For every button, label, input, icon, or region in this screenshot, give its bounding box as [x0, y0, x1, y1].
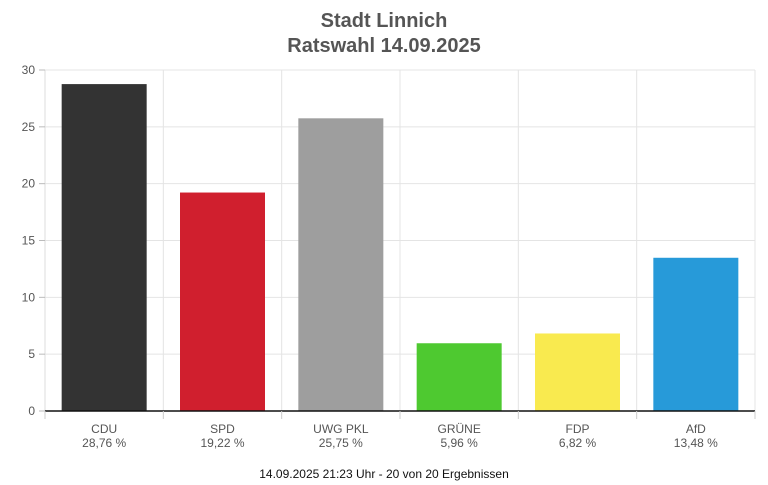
x-tick-label: GRÜNE — [437, 422, 480, 436]
bar — [180, 192, 265, 411]
bar — [61, 84, 147, 411]
chart-title: Stadt Linnich — [320, 10, 448, 32]
bar — [535, 333, 620, 411]
y-tick-label: 20 — [22, 177, 36, 191]
value-label: 28,76 % — [82, 436, 126, 450]
value-label: 25,75 % — [319, 436, 363, 450]
y-tick-label: 15 — [22, 234, 36, 248]
value-label: 13,48 % — [674, 436, 718, 450]
value-label: 6,82 % — [559, 436, 597, 450]
y-tick-label: 30 — [22, 63, 36, 77]
x-tick-label: FDP — [566, 422, 590, 436]
x-tick-label: CDU — [91, 422, 117, 436]
x-tick-label: AfD — [686, 422, 706, 436]
chart-subtitle: Ratswahl 14.09.2025 — [287, 35, 481, 57]
y-tick-label: 5 — [28, 347, 35, 361]
x-tick-label: SPD — [210, 422, 235, 436]
result-status: 14.09.2025 21:23 Uhr - 20 von 20 Ergebni… — [259, 467, 509, 481]
y-tick-label: 0 — [28, 404, 35, 418]
bar — [298, 118, 384, 411]
y-tick-label: 25 — [22, 120, 36, 134]
value-label: 5,96 % — [440, 436, 478, 450]
bar — [416, 343, 502, 411]
x-tick-label: UWG PKL — [313, 422, 369, 436]
value-label: 19,22 % — [200, 436, 244, 450]
y-tick-label: 10 — [22, 290, 36, 304]
bar — [653, 257, 739, 411]
